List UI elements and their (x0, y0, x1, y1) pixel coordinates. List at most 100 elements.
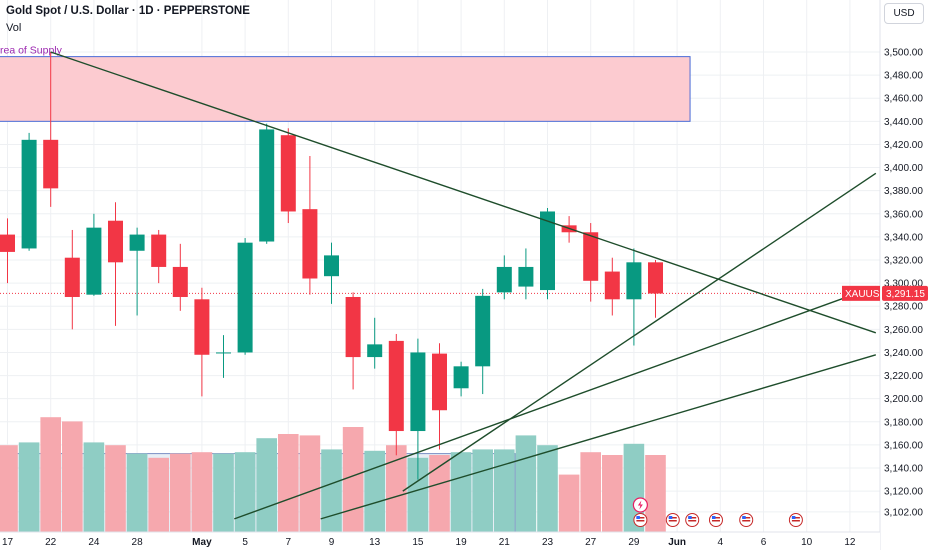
candle-body (518, 266, 534, 287)
lightning-event-icon (632, 497, 648, 513)
volume-bar (234, 452, 256, 532)
x-tick-label: 23 (542, 537, 554, 548)
x-tick-label: 7 (286, 537, 292, 548)
x-tick-label: 29 (628, 537, 640, 548)
y-tick-label: 3,360.00 (884, 209, 923, 220)
candle (388, 333, 404, 456)
y-tick-label: 3,500.00 (884, 48, 923, 59)
candle-body (453, 366, 469, 389)
y-tick-label: 3,480.00 (884, 71, 923, 82)
y-tick-label: 3,440.00 (884, 117, 923, 128)
flag-stripe (688, 517, 697, 519)
currency-button[interactable]: USD (884, 3, 924, 24)
x-tick-label: 13 (369, 537, 381, 548)
y-tick-label: 3,120.00 (884, 487, 923, 498)
x-tick-label: 15 (412, 537, 424, 548)
volume-bar (0, 445, 18, 532)
us-flag-event-icon (708, 513, 723, 527)
volume-bar (278, 434, 299, 532)
symbol-tag-text: XAUUSD (845, 289, 887, 300)
candles (0, 52, 663, 480)
candle (86, 213, 102, 296)
x-tick-label: 9 (329, 537, 335, 548)
candle-body (64, 257, 80, 297)
lightning-bolt (637, 500, 643, 510)
candle (237, 238, 253, 355)
last-price-tag (882, 285, 928, 301)
y-tick-label: 3,340.00 (884, 232, 923, 243)
candle-body (151, 234, 167, 267)
candle-body (604, 271, 620, 300)
candle (561, 216, 577, 243)
candle-body (475, 295, 491, 367)
x-tick-label: 19 (456, 537, 468, 548)
time-axis-bg (0, 532, 880, 550)
x-tick-label: 10 (801, 537, 813, 548)
flag-canton (791, 516, 796, 519)
x-tick-label: 27 (585, 537, 597, 548)
volume-bar (256, 438, 277, 532)
volume-bar (407, 457, 429, 532)
candle-body (367, 344, 383, 358)
volume-bar (126, 453, 148, 532)
flag-stripe (688, 520, 697, 522)
us-flag-event-icon (633, 513, 648, 527)
y-tick-label: 3,400.00 (884, 163, 923, 174)
candle (626, 248, 642, 346)
volume-bar (105, 445, 126, 532)
supply-zone (0, 56, 691, 122)
candle (0, 218, 15, 284)
x-tick-label: 17 (2, 537, 14, 548)
candle-body (648, 262, 663, 294)
chart-title: Gold Spot / U.S. Dollar · 1D · PEPPERSTO… (6, 5, 250, 17)
candle-body (237, 242, 253, 353)
candle-body (129, 234, 145, 251)
candle-body (0, 234, 15, 252)
candle-body (626, 262, 642, 300)
candle (108, 202, 123, 326)
y-tick-label: 3,180.00 (884, 417, 923, 428)
candle (475, 288, 491, 395)
candle-body (21, 139, 37, 249)
candle (194, 287, 210, 397)
volume-bar (429, 455, 450, 532)
candle (345, 292, 361, 390)
y-tick-label: 3,140.00 (884, 464, 923, 475)
flag-canton (688, 516, 692, 519)
candle-body (345, 296, 361, 358)
volume-bar (515, 435, 537, 532)
volume-bar (450, 452, 472, 532)
volume-bar (472, 449, 493, 532)
volume-bar (40, 417, 61, 532)
candle-body (583, 232, 599, 281)
candle-body (259, 129, 275, 242)
flag-stripe (711, 520, 720, 522)
x-tick-label: 21 (499, 537, 511, 548)
candle-body (410, 352, 426, 432)
flag-stripe (742, 520, 751, 522)
y-tick-label: 3,200.00 (884, 394, 923, 405)
flag-canton (668, 516, 673, 519)
candle (172, 243, 188, 311)
x-tick-label: 5 (242, 537, 248, 548)
candle (280, 128, 296, 224)
flag-stripe (636, 517, 645, 519)
symbol-tag (842, 285, 880, 301)
us-flag-event-icon (685, 513, 700, 527)
candle-body (216, 352, 231, 354)
flag-stripe (791, 520, 800, 522)
us-flag-event-icon (788, 513, 803, 527)
x-tick-label: 6 (761, 537, 767, 548)
candle (259, 123, 275, 244)
volume-bar (342, 427, 364, 532)
flag-canton (636, 516, 640, 519)
candle (216, 335, 231, 378)
flag-canton (711, 516, 716, 519)
candle (432, 343, 447, 450)
volume-bar (364, 450, 385, 532)
trendline (402, 172, 877, 492)
flag-stripe (636, 520, 645, 522)
candle (64, 229, 80, 330)
candle-body (108, 220, 123, 263)
